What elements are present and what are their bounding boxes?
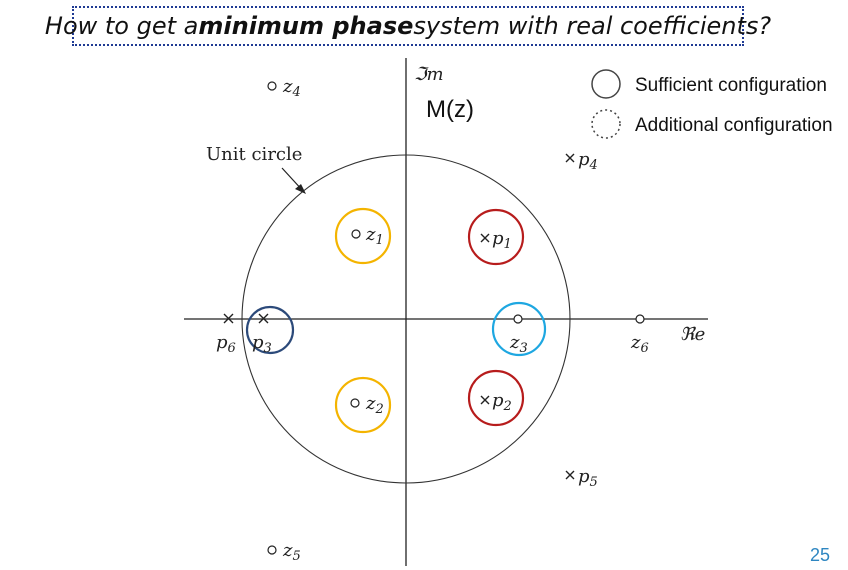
zero-marker-icon: [513, 314, 523, 324]
pole-marker-icon: [565, 470, 575, 480]
zero-marker-icon: [267, 545, 277, 555]
svg-text:z5: z5: [282, 540, 301, 564]
zero-z6-sub: 6: [640, 341, 648, 356]
pole-p3-sub: 3: [264, 341, 272, 356]
legend-dotted-circle-icon: [591, 109, 621, 139]
highlight-ring-p1: [467, 208, 525, 266]
pole-p1-sub: 1: [504, 237, 512, 252]
zero-marker-icon: [267, 81, 277, 91]
zero-z5-sub: 5: [292, 549, 300, 564]
slide-title: How to get a minimum phase system with r…: [45, 6, 771, 46]
pole-p1-base: p: [492, 228, 504, 249]
slide-number: 25: [809, 545, 830, 565]
pole-marker-icon: [480, 233, 490, 243]
pole-p5: p5: [565, 466, 598, 490]
svg-text:z4: z4: [282, 76, 301, 100]
zero-z2-sub: 2: [374, 402, 383, 417]
svg-text:p2: p2: [492, 390, 512, 414]
pole-marker-icon: [258, 313, 269, 324]
imag-axis-label: ℑm: [414, 64, 444, 85]
zero-z4: z4: [267, 76, 301, 100]
svg-text:p4: p4: [578, 149, 598, 173]
zero-z6-base: z: [630, 332, 641, 353]
title-text-after: system with real coefficients?: [413, 12, 772, 40]
svg-text:p3: p3: [252, 332, 272, 356]
svg-text:z3: z3: [509, 332, 528, 356]
zero-z4-base: z: [282, 76, 293, 97]
pole-p2-base: p: [492, 390, 504, 411]
pole-p6: p6: [216, 313, 236, 356]
pole-p4: p4: [565, 149, 598, 173]
pole-p4-base: p: [578, 149, 590, 170]
svg-text:p5: p5: [578, 466, 598, 490]
unit-circle-arrow-head: [295, 184, 306, 194]
zero-marker-icon: [635, 314, 645, 324]
highlight-ring-z2: [334, 376, 392, 434]
unit-circle-label: Unit circle: [206, 144, 302, 165]
zero-z4-sub: 4: [291, 85, 300, 100]
zero-marker-icon: [351, 229, 361, 239]
zero-z3-base: z: [509, 332, 520, 353]
title-text-before: How to get a: [44, 12, 199, 40]
title-text-bold: minimum phase: [198, 12, 414, 40]
highlight-ring-z1: [334, 207, 392, 265]
unit-circle: [241, 154, 571, 484]
zero-z1-base: z: [365, 224, 376, 245]
zero-z3-sub: 3: [519, 341, 527, 356]
pole-p4-sub: 4: [589, 158, 598, 173]
svg-text:p1: p1: [492, 228, 512, 252]
zero-z2-base: z: [365, 393, 376, 414]
legend-sufficient-label: Sufficient configuration: [635, 75, 827, 96]
svg-text:p6: p6: [216, 332, 236, 356]
pole-p1: p1: [480, 228, 512, 252]
pole-p2: p2: [480, 390, 512, 414]
pole-p3-base: p: [252, 332, 264, 353]
zero-z3: z3: [509, 314, 528, 356]
svg-text:z6: z6: [630, 332, 649, 356]
zero-z5: z5: [267, 540, 301, 564]
svg-text:z1: z1: [365, 224, 384, 248]
pole-p2-sub: 2: [503, 399, 512, 414]
pole-p6-base: p: [216, 332, 228, 353]
system-label: M(z): [426, 96, 474, 123]
zero-z1: z1: [351, 224, 384, 248]
highlight-ring-p2: [467, 369, 525, 427]
pole-p5-sub: 5: [590, 475, 598, 490]
pole-p5-base: p: [578, 466, 590, 487]
pole-marker-icon: [223, 313, 234, 324]
real-axis-label: ℜe: [680, 324, 705, 345]
zero-marker-icon: [350, 398, 360, 408]
highlight-ring-z3: [491, 301, 547, 357]
zero-z1-sub: 1: [375, 233, 383, 248]
pole-marker-icon: [480, 395, 490, 405]
zero-z5-base: z: [282, 540, 293, 561]
legend-additional-label: Additional configuration: [635, 115, 833, 136]
svg-text:z2: z2: [365, 393, 384, 417]
zero-z2: z2: [350, 393, 384, 417]
highlight-ring-p3: [245, 305, 295, 355]
pole-marker-icon: [565, 153, 575, 163]
pole-p3: p3: [252, 313, 272, 356]
pole-p6-sub: 6: [228, 341, 236, 356]
zero-z6: z6: [630, 314, 649, 356]
legend-solid-circle-icon: [591, 69, 621, 99]
